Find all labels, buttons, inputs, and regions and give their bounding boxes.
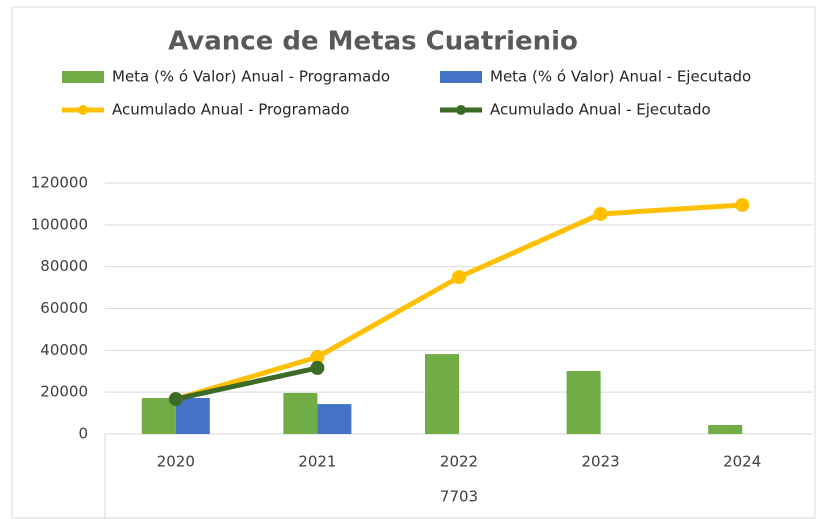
x-tick-label: 2021 bbox=[298, 453, 336, 471]
line bbox=[175, 365, 318, 402]
group-label: 7703 bbox=[440, 488, 478, 506]
bar bbox=[566, 371, 601, 434]
y-tick-label: 20000 bbox=[40, 383, 88, 401]
bar bbox=[317, 404, 352, 434]
y-tick-label: 120000 bbox=[31, 174, 88, 192]
bar bbox=[283, 393, 318, 434]
bar bbox=[425, 354, 459, 434]
chart-title: Avance de Metas Cuatrienio bbox=[168, 27, 578, 57]
legend-marker bbox=[456, 105, 466, 115]
x-tick-label: 2020 bbox=[157, 453, 195, 471]
bar bbox=[708, 425, 743, 434]
x-tick-label: 2024 bbox=[723, 453, 761, 471]
line-marker bbox=[452, 270, 466, 285]
line-marker bbox=[310, 360, 325, 375]
legend-marker bbox=[78, 105, 88, 115]
y-tick-label: 100000 bbox=[31, 215, 88, 233]
legend-label: Acumulado Anual - Ejecutado bbox=[490, 101, 711, 119]
legend-label: Meta (% ó Valor) Anual - Programado bbox=[112, 68, 390, 86]
line-marker bbox=[310, 350, 325, 365]
legend-label: Acumulado Anual - Programado bbox=[112, 101, 349, 119]
legend-label: Meta (% ó Valor) Anual - Ejecutado bbox=[490, 68, 751, 86]
y-tick-label: 40000 bbox=[40, 341, 88, 359]
y-tick-label: 80000 bbox=[40, 257, 88, 275]
line-marker bbox=[735, 197, 750, 212]
bar bbox=[141, 398, 176, 434]
y-tick-label: 0 bbox=[78, 425, 88, 443]
bar bbox=[175, 398, 210, 434]
legend-swatch bbox=[62, 71, 104, 83]
line-marker bbox=[593, 206, 608, 221]
legend-swatch bbox=[440, 71, 482, 83]
x-tick-label: 2022 bbox=[440, 453, 478, 471]
line-marker bbox=[168, 392, 183, 407]
y-tick-label: 60000 bbox=[40, 299, 88, 317]
x-tick-label: 2023 bbox=[582, 453, 620, 471]
